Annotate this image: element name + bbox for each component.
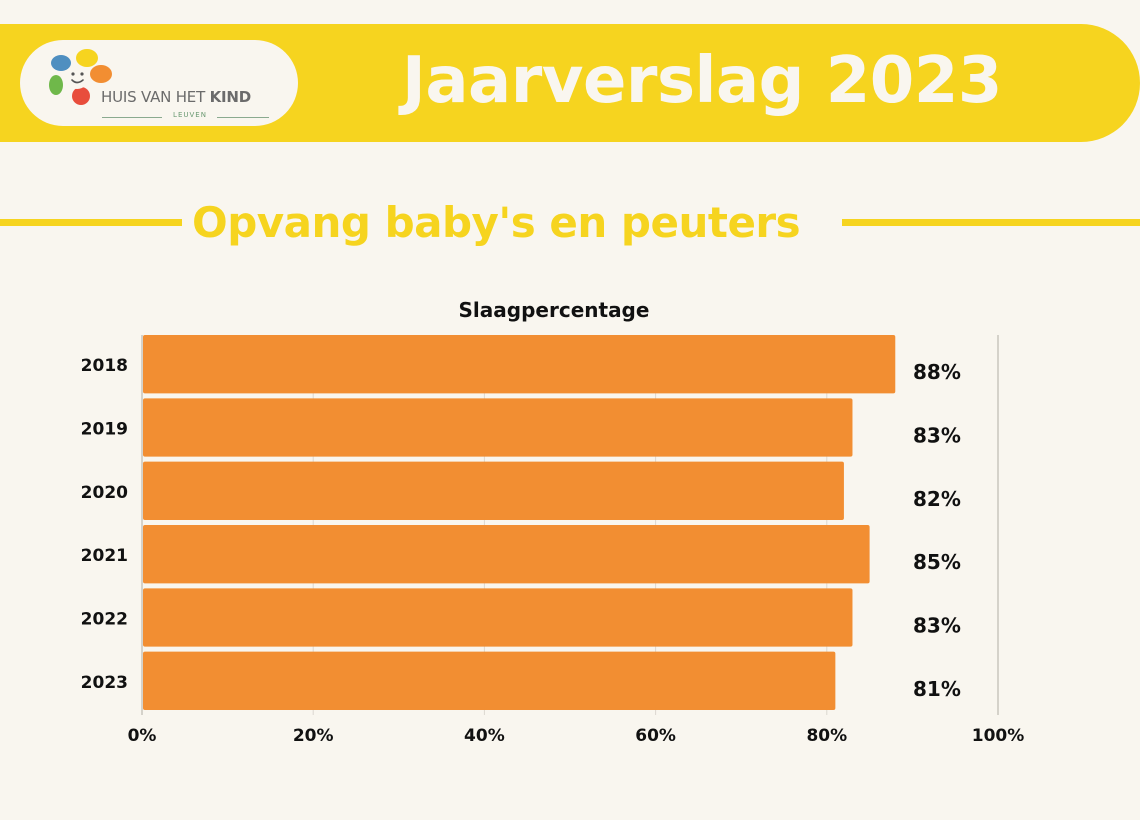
section-rule-left bbox=[0, 219, 182, 226]
y-tick-label: 2020 bbox=[81, 483, 128, 503]
chart-bars bbox=[143, 335, 896, 710]
section-rule-right bbox=[842, 219, 1140, 226]
logo-city: LEUVEN bbox=[173, 111, 207, 119]
logo-name-prefix: HUIS VAN HET bbox=[101, 88, 206, 106]
data-label: 81% bbox=[913, 677, 961, 701]
y-tick-label: 2018 bbox=[81, 356, 128, 376]
logo-divider-right bbox=[217, 117, 269, 118]
bar bbox=[143, 398, 853, 457]
x-tick-label: 40% bbox=[464, 726, 505, 746]
data-label: 83% bbox=[913, 424, 961, 448]
x-tick-label: 0% bbox=[128, 726, 157, 746]
x-tick-label: 100% bbox=[972, 726, 1025, 746]
bar bbox=[143, 525, 870, 584]
chart: Slaagpercentage 0% 20% 40% 60% 80% 100% 2018 88%… bbox=[81, 298, 1025, 746]
data-label: 83% bbox=[913, 614, 961, 638]
logo-name: HUIS VAN HET KIND bbox=[101, 88, 251, 106]
report-title: Jaarverslag 2023 bbox=[402, 44, 1002, 118]
chart-labels: Slaagpercentage 0% 20% 40% 60% 80% 100% 2018 88%… bbox=[81, 298, 1025, 746]
logo-name-emphasis: KIND bbox=[209, 88, 252, 106]
bar bbox=[143, 461, 844, 520]
y-tick-label: 2022 bbox=[81, 610, 128, 630]
x-tick-label: 20% bbox=[293, 726, 334, 746]
data-label: 82% bbox=[913, 487, 961, 511]
flower-logo-icon bbox=[49, 49, 112, 105]
y-tick-label: 2023 bbox=[81, 673, 128, 693]
data-label: 85% bbox=[913, 550, 961, 574]
bar bbox=[143, 588, 853, 647]
data-label: 88% bbox=[913, 360, 961, 384]
y-tick-label: 2019 bbox=[81, 420, 128, 440]
bar bbox=[143, 651, 836, 710]
y-tick-label: 2021 bbox=[81, 546, 128, 566]
chart-title: Slaagpercentage bbox=[459, 298, 650, 322]
logo-container bbox=[20, 40, 298, 126]
logo-divider-left bbox=[102, 117, 162, 118]
x-tick-label: 60% bbox=[635, 726, 676, 746]
section-title: Opvang baby's en peuters bbox=[192, 198, 801, 247]
x-tick-label: 80% bbox=[806, 726, 847, 746]
bar bbox=[143, 335, 896, 394]
